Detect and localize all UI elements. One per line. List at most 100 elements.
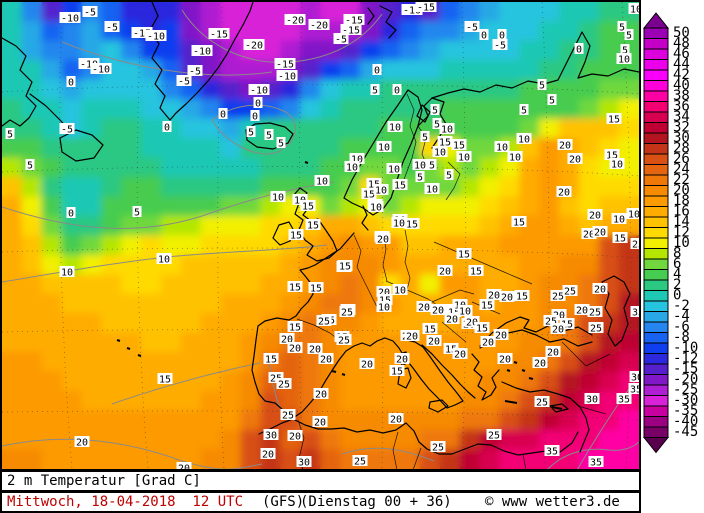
temp-label: 0 <box>372 64 382 77</box>
svg-text:5: 5 <box>549 96 555 107</box>
colorbar-swatch <box>643 342 669 354</box>
colorbar-swatch <box>643 132 669 144</box>
svg-text:25: 25 <box>536 398 548 409</box>
svg-text:15: 15 <box>394 181 406 192</box>
colorbar-tick-label: 48 <box>673 36 690 52</box>
svg-text:20: 20 <box>446 315 458 326</box>
svg-text:20: 20 <box>178 464 190 470</box>
colorbar-tick-label: -35 <box>673 403 698 419</box>
svg-text:25: 25 <box>354 457 366 468</box>
svg-text:-15: -15 <box>345 16 363 27</box>
temp-label: 15 <box>479 299 495 312</box>
colorbar-swatch <box>643 48 669 60</box>
svg-text:20: 20 <box>552 325 564 336</box>
svg-text:10: 10 <box>378 303 390 314</box>
svg-text:25: 25 <box>278 380 290 391</box>
temp-label: 20 <box>574 304 590 317</box>
colorbar-tick-label: -10 <box>673 340 698 356</box>
temp-label: -10 <box>145 30 167 43</box>
svg-text:15: 15 <box>516 292 528 303</box>
temp-label: -15 <box>131 27 153 40</box>
temp-label: 20 <box>592 283 608 296</box>
colorbar-tick-label: 6 <box>673 256 681 272</box>
svg-text:20: 20 <box>534 359 546 370</box>
svg-text:15: 15 <box>290 231 302 242</box>
svg-text:35: 35 <box>632 308 639 319</box>
svg-text:10: 10 <box>613 215 625 226</box>
svg-text:-10: -10 <box>61 14 79 25</box>
svg-text:-15: -15 <box>417 3 435 14</box>
svg-text:5: 5 <box>372 86 378 97</box>
svg-text:-20: -20 <box>310 21 328 32</box>
svg-text:10: 10 <box>459 307 471 318</box>
temp-label: 15 <box>468 265 484 278</box>
svg-text:-15: -15 <box>276 60 294 71</box>
colorbar-swatch <box>643 101 669 113</box>
temp-label: 10 <box>156 253 172 266</box>
isotherm-contours <box>2 9 639 469</box>
svg-text:35: 35 <box>546 447 558 458</box>
svg-text:20: 20 <box>378 288 390 299</box>
svg-text:5: 5 <box>266 131 272 142</box>
colorbar-swatch <box>643 185 669 197</box>
colorbar-tick-label: 12 <box>673 225 690 241</box>
temp-label: 10 <box>270 191 286 204</box>
temp-label: 0 <box>574 43 584 56</box>
colorbar-swatch <box>643 227 669 239</box>
temp-label: -10 <box>191 45 213 58</box>
svg-text:20: 20 <box>406 332 418 343</box>
svg-text:15: 15 <box>614 234 626 245</box>
svg-text:10: 10 <box>378 143 390 154</box>
temp-label: 15 <box>606 113 622 126</box>
svg-text:20: 20 <box>428 337 440 348</box>
svg-text:10: 10 <box>518 135 530 146</box>
colorbar-tick-label: -2 <box>673 298 690 314</box>
temp-label: -5 <box>492 39 508 52</box>
temp-label: 35 <box>616 393 632 406</box>
svg-text:25: 25 <box>564 287 576 298</box>
temp-label: 20 <box>404 330 420 343</box>
svg-text:-5: -5 <box>466 23 478 34</box>
colorbar-swatch <box>643 80 669 92</box>
svg-text:35: 35 <box>618 395 630 406</box>
svg-text:20: 20 <box>377 235 389 246</box>
svg-text:0: 0 <box>255 99 261 110</box>
colorbar-swatch <box>643 27 669 39</box>
svg-text:10: 10 <box>61 268 73 279</box>
svg-text:30: 30 <box>631 373 639 384</box>
colorbar-swatch <box>643 300 669 312</box>
temp-label: 15 <box>287 281 303 294</box>
svg-text:10: 10 <box>389 123 401 134</box>
svg-text:5: 5 <box>626 31 632 42</box>
colorbar-tick-label: 22 <box>673 172 690 188</box>
svg-text:20: 20 <box>594 285 606 296</box>
temp-label: 15 <box>287 321 303 334</box>
temp-label: 20 <box>437 265 453 278</box>
colorbar-swatch <box>643 353 669 365</box>
svg-text:-5: -5 <box>335 35 347 46</box>
colorbar-swatch <box>643 311 669 323</box>
temp-label: 0 <box>66 76 76 89</box>
svg-text:-10: -10 <box>147 32 165 43</box>
temp-label: 0 <box>218 108 228 121</box>
svg-text:25: 25 <box>338 336 350 347</box>
map-title: 2 m Temperatur [Grad C] <box>7 473 201 489</box>
svg-text:-15: -15 <box>133 29 151 40</box>
map-frame: -10 -5 -5 -15 -10 -15 -20 -20 -20 -10 -10 -10 -5 -5 -1… <box>0 0 641 471</box>
copyright-label: © www wetter3.de <box>485 494 620 510</box>
svg-text:20: 20 <box>583 230 595 241</box>
temp-label: 10 <box>626 208 639 221</box>
colorbar-tick-label: -20 <box>673 372 698 388</box>
temp-label: 25 <box>534 396 550 409</box>
svg-text:10: 10 <box>375 186 387 197</box>
svg-text:-15: -15 <box>342 26 360 37</box>
svg-text:15: 15 <box>481 301 493 312</box>
temp-label: 15 <box>337 260 353 273</box>
temp-label: 25 <box>587 306 603 319</box>
temperature-labels: -10-5-5-15-10 -15-20-20 -20-10-10-10 -5-5-1… <box>5 2 639 470</box>
temp-label: 10 <box>392 284 408 297</box>
temp-label: 20 <box>388 413 404 426</box>
colorbar-tick-label: 26 <box>673 151 690 167</box>
model-label: (GFS) <box>262 494 305 510</box>
